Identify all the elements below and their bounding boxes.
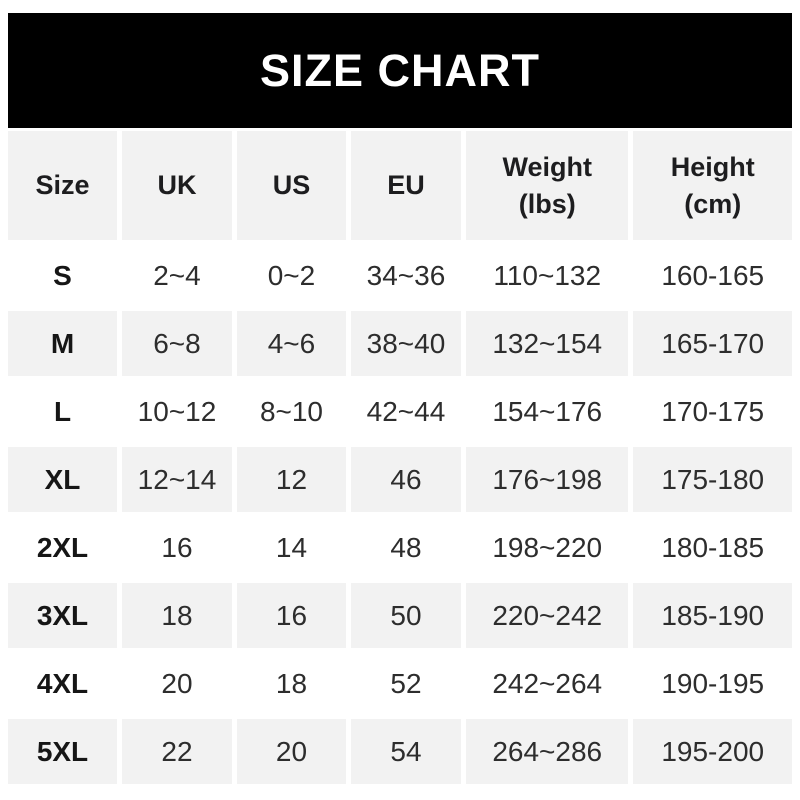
table-row-5xl: 5XL 22 20 54 264~286 195-200 [8, 719, 792, 784]
cell-eu: 34~36 [350, 243, 461, 308]
table-row-2xl: 2XL 16 14 48 198~220 180-185 [8, 515, 792, 580]
cell-us: 4~6 [236, 311, 346, 376]
cell-uk: 6~8 [122, 311, 232, 376]
table-header-row: Size UK US EU Weight (lbs) Height (cm) [8, 131, 792, 240]
cell-us: 20 [236, 719, 346, 784]
cell-height: 170-175 [633, 379, 792, 444]
cell-size: L [8, 379, 117, 444]
cell-size: S [8, 243, 117, 308]
cell-weight: 176~198 [465, 447, 629, 512]
header-cell-eu: EU [350, 131, 461, 240]
size-chart-table: Size UK US EU Weight (lbs) Height (cm) S… [8, 131, 792, 784]
table-row-s: S 2~4 0~2 34~36 110~132 160-165 [8, 243, 792, 308]
header-cell-uk: UK [122, 131, 232, 240]
cell-size: XL [8, 447, 117, 512]
table-row-m: M 6~8 4~6 38~40 132~154 165-170 [8, 311, 792, 376]
cell-us: 12 [236, 447, 346, 512]
page-title: SIZE CHART [260, 44, 540, 96]
cell-size: 2XL [8, 515, 117, 580]
cell-height: 180-185 [633, 515, 792, 580]
cell-uk: 2~4 [122, 243, 232, 308]
cell-height: 195-200 [633, 719, 792, 784]
cell-eu: 50 [350, 583, 461, 648]
cell-uk: 12~14 [122, 447, 232, 512]
cell-us: 8~10 [236, 379, 346, 444]
cell-us: 0~2 [236, 243, 346, 308]
cell-weight: 132~154 [465, 311, 629, 376]
table-row-xl: XL 12~14 12 46 176~198 175-180 [8, 447, 792, 512]
cell-eu: 54 [350, 719, 461, 784]
cell-height: 160-165 [633, 243, 792, 308]
header-cell-us: US [236, 131, 346, 240]
cell-weight: 154~176 [465, 379, 629, 444]
cell-height: 185-190 [633, 583, 792, 648]
table-row-3xl: 3XL 18 16 50 220~242 185-190 [8, 583, 792, 648]
cell-uk: 16 [122, 515, 232, 580]
cell-height: 190-195 [633, 651, 792, 716]
header-cell-size: Size [8, 131, 117, 240]
cell-height: 165-170 [633, 311, 792, 376]
cell-weight: 198~220 [465, 515, 629, 580]
cell-us: 18 [236, 651, 346, 716]
cell-size: 5XL [8, 719, 117, 784]
cell-eu: 48 [350, 515, 461, 580]
cell-size: 4XL [8, 651, 117, 716]
cell-us: 16 [236, 583, 346, 648]
cell-us: 14 [236, 515, 346, 580]
cell-eu: 52 [350, 651, 461, 716]
cell-eu: 38~40 [350, 311, 461, 376]
cell-size: 3XL [8, 583, 117, 648]
cell-eu: 46 [350, 447, 461, 512]
cell-height: 175-180 [633, 447, 792, 512]
header-cell-height: Height (cm) [633, 131, 792, 240]
header-cell-weight: Weight (lbs) [465, 131, 629, 240]
cell-uk: 20 [122, 651, 232, 716]
table-row-4xl: 4XL 20 18 52 242~264 190-195 [8, 651, 792, 716]
cell-weight: 242~264 [465, 651, 629, 716]
cell-weight: 220~242 [465, 583, 629, 648]
table-row-l: L 10~12 8~10 42~44 154~176 170-175 [8, 379, 792, 444]
cell-uk: 10~12 [122, 379, 232, 444]
cell-weight: 264~286 [465, 719, 629, 784]
size-chart-banner: SIZE CHART [8, 13, 792, 128]
cell-eu: 42~44 [350, 379, 461, 444]
cell-uk: 18 [122, 583, 232, 648]
cell-uk: 22 [122, 719, 232, 784]
cell-weight: 110~132 [465, 243, 629, 308]
cell-size: M [8, 311, 117, 376]
